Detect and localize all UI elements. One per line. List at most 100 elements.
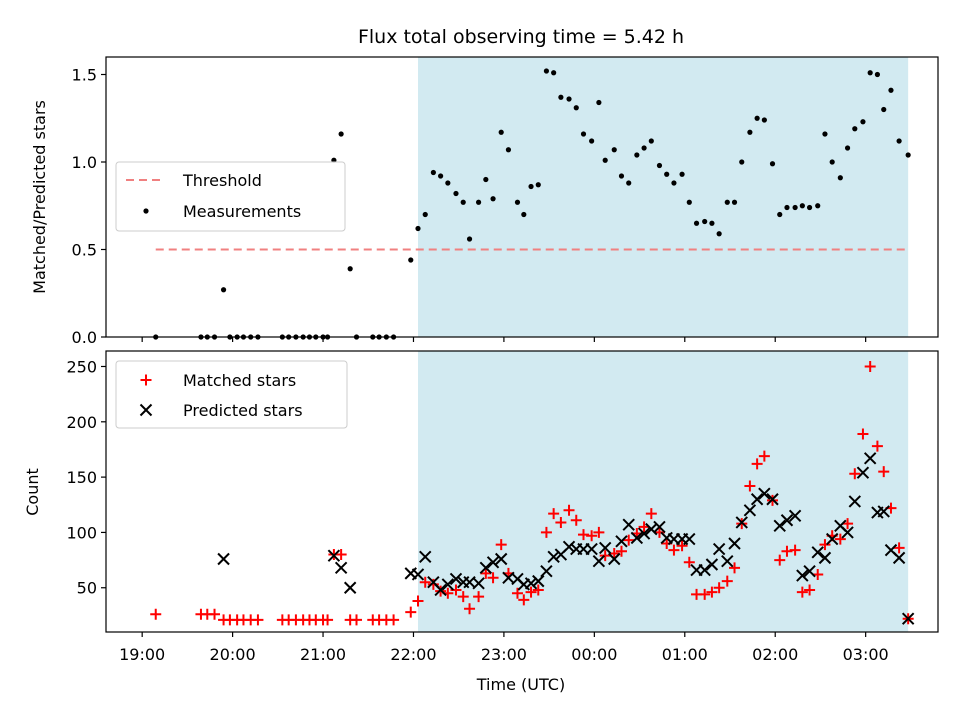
measurement-point (792, 204, 798, 211)
matched-point (150, 608, 162, 620)
predicted-point (841, 526, 854, 539)
x-tick-label: 02:00 (752, 645, 798, 664)
measurement-point (573, 105, 579, 111)
predicted-point (608, 552, 621, 566)
predicted-point (547, 550, 560, 563)
x-tick-label: 03:00 (843, 645, 889, 664)
predicted-point (592, 554, 606, 568)
y-tick-label: 1.0 (72, 153, 97, 172)
chart-title: Flux total observing time = 5.42 h (358, 26, 684, 48)
measurement-point (852, 126, 858, 132)
legend-predicted-label: Predicted stars (183, 401, 303, 420)
predicted-point (698, 563, 711, 577)
matched-point (871, 440, 883, 452)
measurement-point (769, 161, 776, 167)
matched-point (744, 480, 756, 492)
predicted-point (728, 537, 741, 550)
predicted-point (901, 612, 915, 625)
predicted-point (434, 583, 447, 597)
measurement-point (888, 87, 894, 93)
matched-point (464, 603, 476, 615)
measurement-point (867, 70, 873, 76)
measurement-point (596, 99, 602, 106)
matched-point (427, 578, 439, 590)
y-tick-label: 50 (77, 579, 97, 598)
measurement-point (438, 173, 444, 179)
matched-point (532, 584, 544, 596)
matched-point (487, 572, 499, 584)
y-tick-label: 150 (66, 468, 97, 487)
predicted-point (780, 514, 794, 527)
matched-point (599, 550, 611, 562)
matched-point (645, 508, 657, 520)
predicted-point (683, 532, 696, 546)
measurement-point (747, 129, 753, 135)
y-tick-label: 250 (66, 357, 97, 376)
predicted-point (637, 527, 651, 540)
legend-matched-swatch (140, 374, 152, 386)
measurement-point (709, 220, 715, 226)
predicted-point (327, 549, 341, 562)
matched-point (615, 545, 627, 557)
legend-box (115, 360, 348, 429)
predicted-point (735, 516, 748, 529)
predicted-point (796, 569, 809, 582)
measurement-point (566, 96, 572, 102)
matched-point (548, 508, 560, 520)
measurement-point (445, 180, 451, 186)
measurement-point (693, 220, 700, 226)
observing-interval-shade (418, 351, 909, 632)
matched-point (713, 582, 725, 594)
predicted-point (811, 546, 824, 559)
predicted-point (856, 466, 870, 479)
measurement-point (799, 203, 805, 209)
x-axis-title: Time (UTC) (476, 675, 565, 694)
measurement-point (483, 176, 489, 183)
matched-point (419, 576, 431, 588)
matched-point (252, 614, 264, 626)
predicted-point (721, 554, 734, 568)
measurement-point (648, 138, 654, 144)
predicted-point (615, 535, 628, 548)
x-tick-label: 00:00 (571, 645, 617, 664)
legend: Matched stars Predicted stars (115, 360, 348, 429)
predicted-point (653, 520, 666, 534)
predicted-point (419, 550, 432, 563)
measurement-point (822, 131, 828, 137)
measurement-point (671, 180, 677, 186)
predicted-point (788, 509, 802, 523)
measurement-point (475, 199, 482, 205)
matched-point (758, 450, 770, 462)
matched-point (480, 567, 492, 579)
measurement-point (453, 190, 459, 197)
matched-point (864, 360, 876, 372)
measurement-point (702, 218, 708, 225)
x-tick-label: 22:00 (390, 645, 436, 664)
y-tick-label: 1.5 (72, 66, 97, 85)
predicted-point (803, 564, 816, 578)
measurement-point (739, 159, 745, 165)
predicted-point (758, 487, 771, 500)
predicted-point (217, 552, 230, 566)
measurement-point (338, 131, 344, 137)
matched-point (412, 595, 424, 607)
measurement-point (430, 169, 436, 176)
measurement-point (618, 173, 625, 179)
x-tick-label: 20:00 (210, 645, 256, 664)
predicted-point (334, 561, 348, 575)
measurement-point (626, 180, 632, 186)
measurement-point (881, 106, 887, 113)
matched-point (774, 554, 786, 566)
x-tick-label: 01:00 (662, 645, 708, 664)
measurement-point (874, 71, 881, 78)
matched-point (834, 533, 846, 545)
predicted-point (877, 505, 890, 518)
matched-point (518, 594, 530, 606)
predicted-point (863, 452, 877, 465)
matched-point (577, 529, 589, 541)
predicted-point (441, 578, 455, 591)
measurement-point (634, 152, 640, 158)
matched-point (751, 458, 763, 470)
measurement-point (408, 257, 414, 263)
